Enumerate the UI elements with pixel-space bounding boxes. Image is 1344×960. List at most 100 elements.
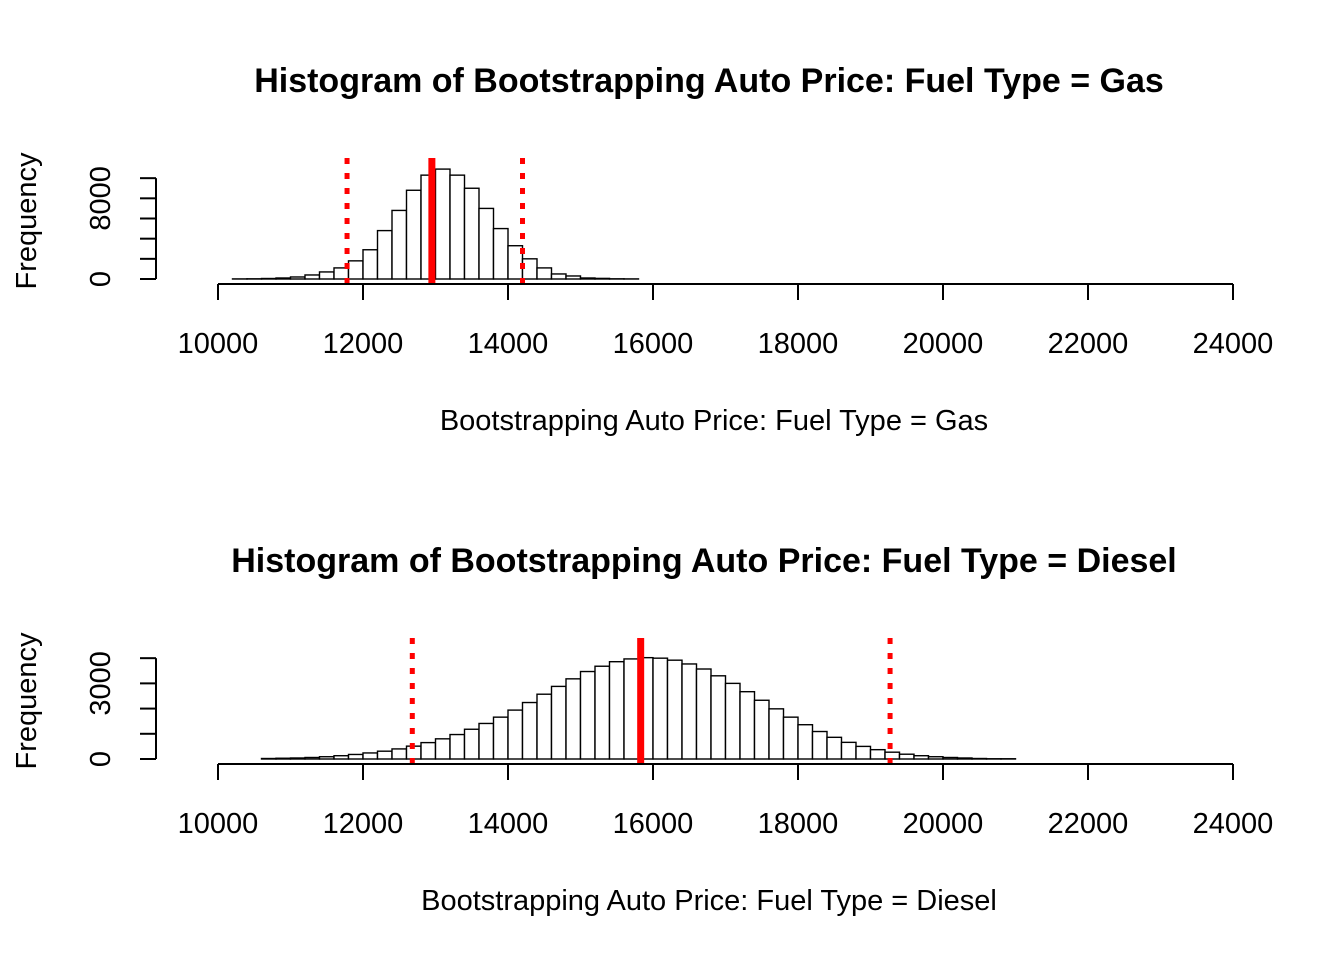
chart-title: Histogram of Bootstrapping Auto Price: F… xyxy=(231,542,1177,580)
x-axis: 10000 12000 14000 16000 18000 20000 22000 24000 xyxy=(178,763,1274,840)
gas-histogram-panel: Histogram of Bootstrapping Auto Price: F… xyxy=(11,62,1273,437)
histogram-bar xyxy=(594,277,611,280)
histogram-bar xyxy=(550,273,567,280)
histogram-bar xyxy=(623,658,640,760)
histogram-bar xyxy=(275,757,292,760)
histogram-bar xyxy=(333,267,350,280)
histogram-bar xyxy=(956,757,973,760)
diesel-histogram-panel: Histogram of Bootstrapping Auto Price: F… xyxy=(11,542,1273,917)
x-tick-label: 20000 xyxy=(903,328,984,360)
histogram-bar xyxy=(507,709,524,760)
histogram-bar xyxy=(913,755,930,760)
x-tick-label: 10000 xyxy=(178,328,259,360)
y-tick-label: 3000 xyxy=(85,651,117,716)
histogram-bar xyxy=(478,207,495,280)
histogram-bar xyxy=(811,730,828,760)
histogram-bar xyxy=(579,670,596,760)
y-axis: 0 3000 xyxy=(85,651,157,767)
histogram-bar xyxy=(884,751,901,760)
x-tick-label: 18000 xyxy=(758,328,839,360)
histogram-bar xyxy=(536,693,553,760)
histogram-bar xyxy=(652,657,669,760)
histogram-bar xyxy=(565,275,582,280)
histogram-bar xyxy=(304,274,321,280)
histogram-bar xyxy=(724,682,741,760)
x-tick-label: 14000 xyxy=(468,808,549,840)
histogram-bar xyxy=(710,675,727,760)
histogram-bar xyxy=(318,271,335,280)
histogram-bar xyxy=(681,663,698,760)
histogram-bar xyxy=(449,733,466,760)
x-tick-label: 24000 xyxy=(1193,808,1274,840)
histogram-bar xyxy=(434,738,451,760)
histogram-bar xyxy=(492,716,509,760)
histogram-bar xyxy=(942,756,959,760)
histogram-bar xyxy=(666,659,683,760)
histogram-bar xyxy=(521,701,538,760)
y-tick-label: 0 xyxy=(85,271,117,287)
x-tick-label: 18000 xyxy=(758,808,839,840)
x-tick-label: 20000 xyxy=(903,808,984,840)
y-axis-label: Frequency xyxy=(11,632,43,770)
histogram-bar xyxy=(550,685,567,760)
histogram-bar xyxy=(739,690,756,760)
histogram-bar xyxy=(318,756,335,760)
histogram-bar xyxy=(826,736,843,760)
histogram-bar xyxy=(405,189,422,280)
histogram-bars xyxy=(231,168,640,280)
histogram-bar xyxy=(579,277,596,280)
x-axis: 10000 12000 14000 16000 18000 20000 22000 24000 xyxy=(178,283,1274,360)
x-tick-label: 14000 xyxy=(468,328,549,360)
x-tick-label: 16000 xyxy=(613,808,694,840)
reference-lines xyxy=(409,638,893,763)
x-tick-label: 24000 xyxy=(1193,328,1274,360)
histogram-bar xyxy=(768,708,785,760)
histogram-bars xyxy=(260,656,1017,760)
y-axis-label: Frequency xyxy=(11,152,43,290)
x-axis-label: Bootstrapping Auto Price: Fuel Type = Ga… xyxy=(440,405,988,437)
histogram-bar xyxy=(565,678,582,760)
histogram-bar xyxy=(347,753,364,760)
y-tick-label: 8000 xyxy=(85,166,117,231)
reference-lines xyxy=(344,158,525,283)
histogram-bar xyxy=(478,722,495,760)
histogram-bar xyxy=(753,699,770,760)
histogram-bar xyxy=(971,757,988,760)
histogram-bar xyxy=(855,745,872,760)
histogram-bar xyxy=(376,229,393,280)
histogram-bar xyxy=(362,752,379,760)
x-tick-label: 12000 xyxy=(323,808,404,840)
chart-title: Histogram of Bootstrapping Auto Price: F… xyxy=(254,62,1164,100)
histogram-bar xyxy=(898,753,915,760)
histogram-bar xyxy=(840,741,857,760)
x-tick-label: 16000 xyxy=(613,328,694,360)
histogram-bar xyxy=(391,209,408,280)
histogram-bar xyxy=(797,724,814,760)
histogram-bar xyxy=(289,757,306,760)
y-axis: 0 8000 xyxy=(85,166,157,287)
histogram-bar xyxy=(434,168,451,280)
x-tick-label: 10000 xyxy=(178,808,259,840)
histogram-bar xyxy=(376,750,393,760)
histogram-bar xyxy=(347,260,364,280)
histogram-bar xyxy=(420,741,437,760)
histogram-bar xyxy=(536,267,553,280)
histogram-bar xyxy=(449,174,466,280)
histogram-bar xyxy=(492,227,509,280)
histogram-bar xyxy=(782,716,799,760)
histogram-bar xyxy=(594,665,611,760)
histogram-bar xyxy=(391,748,408,760)
histogram-bar xyxy=(869,748,886,760)
x-tick-label: 22000 xyxy=(1048,808,1129,840)
histogram-bar xyxy=(695,668,712,760)
histogram-bar xyxy=(463,187,480,280)
histogram-bar xyxy=(275,277,292,280)
histogram-bar xyxy=(260,277,277,280)
histogram-bar xyxy=(927,756,944,760)
histogram-bar xyxy=(463,728,480,760)
histogram-bar xyxy=(289,276,306,280)
y-tick-label: 0 xyxy=(85,751,117,767)
x-tick-label: 12000 xyxy=(323,328,404,360)
x-tick-label: 22000 xyxy=(1048,328,1129,360)
